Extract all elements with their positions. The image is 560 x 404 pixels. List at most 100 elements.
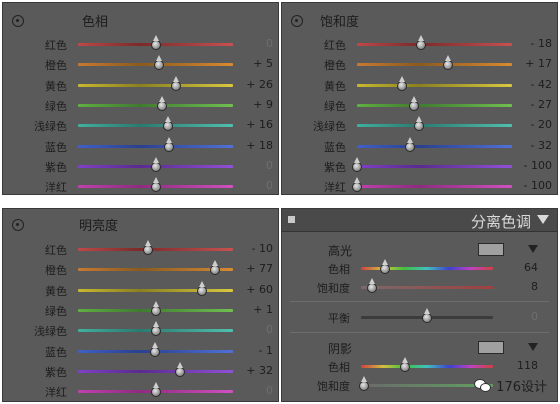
panel-title: 饱和度 [320, 15, 360, 30]
slider-value: - 27 [530, 97, 552, 111]
slider-label: 蓝色 [45, 345, 67, 359]
slider-value: 0 [266, 384, 273, 398]
slider-value: - 32 [530, 138, 552, 152]
slider-label: 橙色 [45, 264, 67, 278]
highlights-saturation-value: 8 [531, 280, 538, 293]
wechat-icon [474, 378, 492, 393]
shadows-title: 阴影 [328, 342, 353, 356]
slider-label: 紫色 [45, 160, 67, 174]
slider-value: - 1 [258, 343, 273, 357]
collapse-triangle-icon[interactable] [537, 215, 549, 224]
section-divider [290, 301, 549, 302]
shadows-hue-label: 色相 [328, 361, 350, 374]
slider-value: + 1 [253, 302, 273, 316]
hue-panel: 色相 红色 0 橙色 + 5 黄色 + 26 绿色 + 9 浅绿色 + 16 蓝色 + 18 紫色 0 洋红… [2, 2, 279, 195]
highlights-title: 高光 [328, 244, 353, 258]
slider-label: 蓝色 [324, 140, 346, 154]
slider-label: 浅绿色 [313, 120, 346, 134]
slider-value: 0 [266, 158, 273, 172]
slider-value: + 9 [253, 97, 273, 111]
highlights-hue-value: 64 [524, 261, 538, 274]
slider-label: 洋红 [324, 181, 346, 195]
highlights-expand-icon[interactable] [528, 245, 538, 253]
slider-value: 0 [266, 37, 273, 50]
saturation-panel: 饱和度 红色 - 18 橙色 + 17 黄色 - 42 绿色 - 27 浅绿色 - 20 蓝色 - 3… [281, 2, 558, 195]
slider-track[interactable] [78, 268, 233, 272]
slider-value: - 18 [530, 37, 552, 50]
slider-track[interactable] [357, 43, 512, 46]
slider-value: - 10 [251, 242, 273, 255]
highlights-color-swatch[interactable] [478, 243, 504, 256]
panel-title: 色相 [82, 15, 109, 30]
panel-menu-icon[interactable] [288, 216, 295, 223]
slider-label: 浅绿色 [34, 325, 67, 339]
slider-value: + 16 [246, 118, 273, 132]
shadows-hue-slider[interactable] [361, 365, 493, 368]
slider-value: - 42 [530, 77, 552, 91]
slider-label: 紫色 [324, 160, 346, 174]
slider-label: 黄色 [45, 79, 67, 93]
slider-track[interactable] [78, 103, 233, 107]
slider-value: + 17 [525, 57, 552, 71]
shadows-saturation-slider[interactable] [361, 384, 493, 387]
slider-track[interactable] [357, 185, 512, 189]
slider-value: 0 [266, 179, 273, 193]
split-toning-title: 分离色调 [470, 213, 531, 231]
shadows-saturation-label: 饱和度 [317, 380, 350, 393]
slider-label: 绿色 [45, 99, 67, 113]
split-toning-header[interactable]: 分离色调 [282, 209, 557, 232]
highlights-saturation-slider[interactable] [361, 286, 493, 289]
slider-value: 0 [266, 323, 273, 337]
slider-label: 洋红 [45, 181, 67, 195]
slider-label: 橙色 [45, 59, 67, 73]
slider-track[interactable] [78, 248, 233, 251]
slider-value: - 100 [523, 179, 552, 193]
watermark: 176设计 [474, 376, 547, 395]
slider-track[interactable] [357, 103, 512, 107]
slider-track[interactable] [78, 288, 233, 292]
slider-label: 红色 [45, 39, 67, 52]
balance-label: 平衡 [328, 312, 350, 325]
shadows-expand-icon[interactable] [528, 343, 538, 351]
shadows-color-swatch[interactable] [478, 341, 504, 354]
slider-value: - 20 [530, 118, 552, 132]
slider-value: - 100 [523, 158, 552, 172]
luminance-panel: 明亮度 红色 - 10 橙色 + 77 黄色 + 60 绿色 + 1 浅绿色 0 蓝色 - 1 紫色 + … [2, 208, 279, 402]
slider-label: 绿色 [324, 99, 346, 113]
slider-track[interactable] [357, 63, 512, 67]
highlights-saturation-label: 饱和度 [317, 282, 350, 295]
watermark-text: 176设计 [496, 380, 547, 395]
slider-label: 蓝色 [45, 140, 67, 154]
section-divider [290, 332, 549, 333]
highlights-hue-slider[interactable] [361, 267, 493, 270]
slider-track[interactable] [357, 164, 512, 168]
slider-track[interactable] [357, 83, 512, 87]
slider-label: 紫色 [45, 365, 67, 379]
slider-label: 洋红 [45, 386, 67, 400]
shadows-hue-value: 118 [517, 359, 538, 372]
slider-track[interactable] [357, 124, 512, 128]
slider-value: + 32 [246, 363, 273, 377]
slider-value: + 77 [246, 262, 273, 276]
slider-label: 红色 [324, 39, 346, 52]
slider-track[interactable] [78, 124, 233, 128]
targeted-adjustment-icon[interactable] [12, 15, 24, 27]
slider-label: 橙色 [324, 59, 346, 73]
targeted-adjustment-icon[interactable] [291, 15, 303, 27]
slider-value: + 5 [253, 57, 273, 71]
highlights-hue-label: 色相 [328, 263, 350, 276]
slider-track[interactable] [78, 369, 233, 373]
balance-value: 0 [531, 310, 538, 323]
slider-track[interactable] [357, 144, 512, 148]
slider-value: + 18 [246, 138, 273, 152]
slider-label: 黄色 [324, 79, 346, 93]
slider-track[interactable] [78, 83, 233, 87]
slider-track[interactable] [78, 144, 233, 148]
targeted-adjustment-icon[interactable] [12, 219, 24, 231]
slider-value: + 60 [246, 282, 273, 296]
panel-title: 明亮度 [79, 219, 119, 234]
slider-value: + 26 [246, 77, 273, 91]
split-toning-panel: 分离色调 高光 色相 64 饱和度 8 平衡 0 阴影 色相 118 饱和度 1… [281, 208, 558, 402]
slider-label: 红色 [45, 244, 67, 257]
slider-label: 浅绿色 [34, 120, 67, 134]
